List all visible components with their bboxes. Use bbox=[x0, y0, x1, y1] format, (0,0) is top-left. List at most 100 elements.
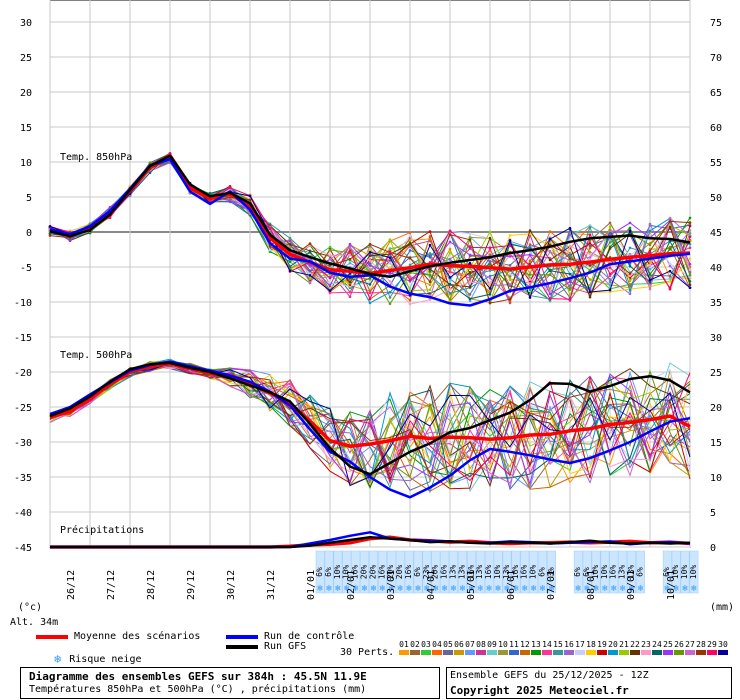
perturbation-point bbox=[488, 293, 492, 296]
perturbation-point bbox=[288, 260, 292, 263]
date-tick-label: 29/12 bbox=[186, 570, 197, 600]
perturbation-point bbox=[568, 233, 572, 236]
perturbation-id: 17 bbox=[575, 640, 585, 649]
x-axis-dates: 26/12 27/12 28/12 29/12 30/12 31/12 01/01 02/01… bbox=[66, 570, 677, 600]
snow-risk-cell bbox=[404, 550, 414, 594]
snowflake-icon: ❄ bbox=[353, 584, 359, 594]
perturbation-id: 11 bbox=[509, 640, 519, 649]
perturbation-point bbox=[268, 248, 272, 252]
perturbation-color-swatch bbox=[707, 650, 717, 655]
perturbation-point bbox=[528, 259, 532, 263]
perturbation-point bbox=[648, 268, 652, 271]
perturbation-point bbox=[428, 267, 432, 271]
perturbation-point bbox=[688, 268, 692, 272]
legend-gfs-label: Run GFS bbox=[264, 641, 307, 652]
snow-risk-percent: 13% bbox=[457, 565, 466, 580]
snowflake-icon: ❄ bbox=[664, 584, 670, 594]
snow-risk-cell bbox=[315, 550, 325, 594]
snowflake-icon: ❄ bbox=[380, 584, 386, 594]
snowflake-icon: ❄ bbox=[335, 584, 341, 594]
perturbation-point bbox=[528, 229, 532, 232]
snow-risk-cell bbox=[351, 550, 361, 594]
perturbation-id: 02 bbox=[410, 640, 420, 649]
perturbation-point bbox=[488, 274, 492, 278]
perturbation-point bbox=[368, 245, 372, 248]
snow-risk-cell bbox=[378, 550, 387, 594]
perturbation-point bbox=[428, 230, 432, 233]
snow-risk-cell bbox=[467, 550, 476, 594]
legend-mean-label: Moyenne des scénarios bbox=[74, 631, 201, 642]
perturbation-point bbox=[348, 295, 352, 299]
snow-risk-percent: 23% bbox=[422, 565, 431, 580]
snowflake-icon: ❄ bbox=[424, 584, 430, 594]
perturbation-point bbox=[308, 250, 312, 254]
perturbation-color-swatch bbox=[399, 650, 409, 655]
snow-risk-percent: 20% bbox=[386, 565, 395, 580]
perturbation-id: 07 bbox=[465, 640, 475, 649]
perturbation-point bbox=[448, 251, 452, 255]
perturbation-point bbox=[268, 244, 272, 248]
left-tick-label: -5 bbox=[20, 263, 32, 274]
perturbation-point bbox=[328, 289, 332, 292]
date-tick-label: 06/01 bbox=[506, 570, 517, 600]
perturbation-color-swatch bbox=[696, 650, 706, 655]
snow-risk-percent: 16% bbox=[351, 565, 360, 580]
snow-risk-cell bbox=[520, 550, 530, 594]
perturbation-point bbox=[688, 224, 692, 228]
snowflake-icon: ❄ bbox=[477, 584, 483, 594]
perturbation-point bbox=[648, 272, 652, 276]
snowflake-icon: ❄ bbox=[629, 584, 635, 594]
perturbation-color-swatch bbox=[597, 650, 607, 655]
precip-series-line bbox=[50, 535, 691, 549]
perturbation-color-swatch bbox=[476, 650, 486, 655]
legend-snow-label: Risque neige bbox=[69, 653, 142, 665]
perturbation-point bbox=[568, 267, 572, 270]
perturbation-point bbox=[308, 242, 312, 245]
perturbation-point bbox=[328, 254, 332, 257]
perturbation-point bbox=[588, 258, 592, 261]
perturbation-point bbox=[288, 245, 292, 249]
perturbation-point bbox=[468, 285, 472, 289]
perturbation-id: 10 bbox=[498, 640, 508, 649]
perturbation-point bbox=[228, 186, 232, 190]
legend-gfs: Run GFS bbox=[226, 641, 306, 652]
perturbation-id: 27 bbox=[685, 640, 695, 649]
perturbation-id: 20 bbox=[608, 640, 618, 649]
perturbation-point bbox=[448, 276, 452, 279]
perturbation-point bbox=[608, 288, 612, 292]
perturbation-point bbox=[248, 198, 252, 202]
perturbation-point bbox=[648, 281, 652, 284]
date-tick-label: 04/01 bbox=[426, 570, 437, 600]
perturbation-point bbox=[408, 298, 412, 302]
perturbation-point bbox=[628, 229, 632, 232]
left-tick-label: -10 bbox=[14, 298, 32, 309]
perturbation-point bbox=[648, 243, 652, 247]
snow-risk-percent: 10% bbox=[680, 565, 689, 580]
perturbation-point bbox=[428, 235, 432, 238]
perturbation-id: 25 bbox=[663, 640, 673, 649]
perturbation-id: 30 bbox=[718, 640, 728, 649]
perturbation-point bbox=[668, 220, 672, 223]
right-tick-label: 15 bbox=[710, 438, 722, 449]
snowflake-icon: ❄ bbox=[638, 584, 644, 594]
perturbation-point bbox=[388, 296, 392, 299]
right-tick-label: 0 bbox=[710, 543, 716, 554]
perturbation-id: 15 bbox=[553, 640, 563, 649]
perturbation-point bbox=[428, 243, 432, 247]
snowflake-icon: ❄ bbox=[531, 584, 537, 594]
perturbation-color-swatch bbox=[553, 650, 563, 655]
perturbation-point bbox=[48, 232, 52, 235]
snow-risk-cell bbox=[369, 550, 378, 594]
left-tick-label: 10 bbox=[20, 158, 32, 169]
snow-risk-cell bbox=[360, 550, 370, 594]
perturbation-point bbox=[608, 229, 612, 233]
perturbation-point bbox=[488, 253, 492, 256]
t850-panel-label: Temp. 850hPa bbox=[60, 152, 132, 163]
perturbation-point bbox=[608, 241, 612, 244]
perturbation-point bbox=[408, 234, 412, 237]
date-tick-label: 10/01 bbox=[666, 570, 677, 600]
perturbation-color-swatch bbox=[542, 650, 552, 655]
perturbation-point bbox=[668, 280, 672, 283]
perturbation-id: 23 bbox=[641, 640, 651, 649]
